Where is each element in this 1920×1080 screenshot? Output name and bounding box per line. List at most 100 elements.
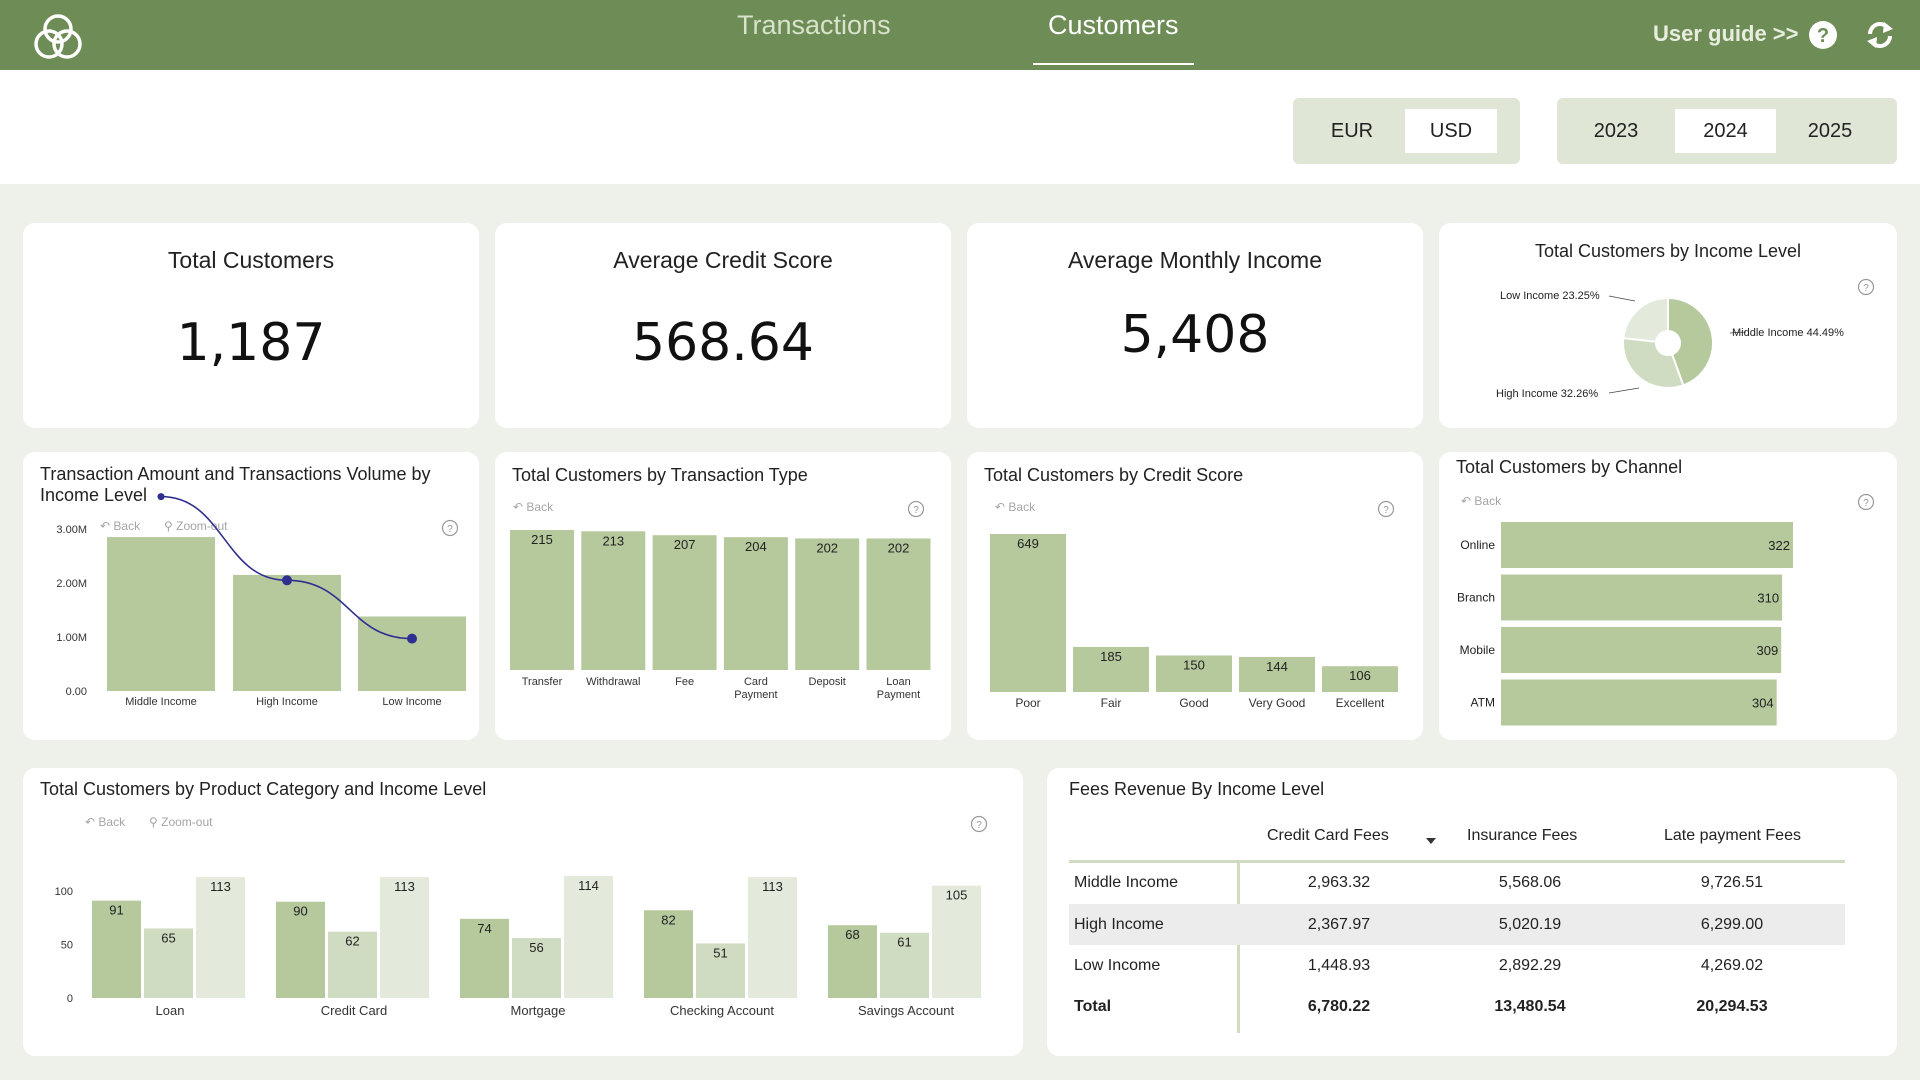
zoom-out-label: Zoom-out bbox=[176, 519, 228, 533]
total-cell: 13,480.54 bbox=[1494, 998, 1566, 1015]
row-label: Middle Income bbox=[1074, 874, 1179, 891]
data-label: 114 bbox=[578, 878, 599, 893]
data-label: 74 bbox=[477, 921, 491, 936]
pie-slice-high-income bbox=[1622, 336, 1685, 389]
y-tick-label: 100 bbox=[55, 886, 73, 898]
bar-branch bbox=[1501, 574, 1783, 621]
header-divider bbox=[1069, 860, 1845, 863]
data-label: 56 bbox=[529, 940, 543, 955]
kpi-value: 5,408 bbox=[1120, 305, 1270, 365]
y-tick-label: 50 bbox=[61, 940, 73, 952]
column-header-late-payment-fees[interactable]: Late payment Fees bbox=[1664, 827, 1801, 844]
data-label: 51 bbox=[713, 945, 727, 960]
row-label: Low Income bbox=[1074, 957, 1161, 974]
y-tick-label: 2.00M bbox=[56, 578, 87, 590]
y-tick-label: 0.00 bbox=[66, 686, 87, 698]
bar-card-payment bbox=[723, 537, 788, 670]
bar-checking-account-2 bbox=[748, 877, 797, 998]
back-label: Back bbox=[98, 815, 126, 829]
line-point-high-income bbox=[282, 575, 292, 586]
kpi-title: Total Customers bbox=[167, 247, 335, 273]
chart-title: Total Customers by Credit Score bbox=[984, 465, 1244, 485]
tab-customers[interactable]: Customers bbox=[1033, 10, 1194, 65]
chart-title: Total Customers by Product Category and … bbox=[40, 779, 487, 799]
year-toggle: 2023 2024 2025 bbox=[1557, 98, 1897, 164]
y-tick-label: 1.00M bbox=[56, 632, 87, 644]
filter-bar: EUR USD 2023 2024 2025 bbox=[0, 70, 1920, 184]
bar-mobile bbox=[1501, 627, 1782, 673]
bar-transfer bbox=[510, 530, 574, 670]
data-label: 144 bbox=[1266, 659, 1288, 674]
credit-score-chart: 649 Poor 185 Fair 150 Good 144 Very Good 106 Exce… bbox=[990, 534, 1398, 710]
total-cell: 6,780.22 bbox=[1307, 998, 1371, 1015]
total-cell: 20,294.53 bbox=[1696, 998, 1768, 1015]
y-tick-label: Online bbox=[1460, 538, 1495, 552]
pie-label-high-income: High Income 32.26% bbox=[1496, 388, 1598, 400]
x-tick-label: Middle Income bbox=[125, 696, 197, 708]
zoom-out-button[interactable]: ⚲ Zoom-out bbox=[149, 815, 213, 829]
bar-credit-card-0 bbox=[276, 901, 325, 998]
top-nav-bar: Transactions Customers User guide >> ? bbox=[0, 0, 1920, 70]
help-icon[interactable]: ? bbox=[970, 815, 988, 833]
currency-option-usd[interactable]: USD bbox=[1405, 109, 1497, 153]
help-icon[interactable]: ? bbox=[907, 500, 925, 518]
bar-good bbox=[1156, 655, 1232, 692]
data-label: 150 bbox=[1183, 657, 1205, 672]
year-option-2025[interactable]: 2025 bbox=[1807, 120, 1853, 142]
trefoil-logo-icon[interactable] bbox=[28, 7, 88, 67]
refresh-icon[interactable] bbox=[1864, 19, 1896, 51]
bar-withdrawal bbox=[581, 531, 646, 670]
bar-mortgage-0 bbox=[460, 918, 509, 998]
x-tick-label: Checking Account bbox=[670, 1003, 774, 1018]
svg-text:?: ? bbox=[1383, 505, 1389, 516]
y-tick-label: ATM bbox=[1471, 696, 1495, 710]
data-label: 204 bbox=[745, 539, 767, 554]
x-tick-label: Credit Card bbox=[321, 1003, 387, 1018]
data-label: 105 bbox=[946, 888, 968, 903]
data-label: 215 bbox=[531, 532, 553, 547]
kpi-value: 568.64 bbox=[632, 313, 814, 373]
card-channel: Total Customers by Channel ↶ Back ? 322 O… bbox=[1439, 452, 1897, 740]
data-label: 202 bbox=[816, 540, 838, 555]
kpi-card-total-customers: Total Customers 1,187 bbox=[23, 223, 479, 428]
transaction-type-chart: 215Transfer213Withdrawal207Fee204CardPay… bbox=[510, 530, 931, 701]
card-fees-table: Fees Revenue By Income Level Credit Card… bbox=[1047, 768, 1897, 1056]
table-cell: 5,020.19 bbox=[1498, 916, 1562, 933]
help-icon[interactable]: ? bbox=[1808, 20, 1838, 50]
back-label: Back bbox=[1008, 500, 1036, 514]
kpi-title: Average Credit Score bbox=[613, 247, 833, 273]
bar-checking-account-1 bbox=[696, 943, 745, 998]
help-icon[interactable]: ? bbox=[1857, 278, 1875, 296]
bar-fee bbox=[652, 535, 717, 670]
data-label: 62 bbox=[345, 934, 359, 949]
line-point-low-income bbox=[407, 633, 417, 644]
back-button[interactable]: ↶ Back bbox=[513, 500, 554, 514]
year-option-2023[interactable]: 2023 bbox=[1593, 120, 1639, 142]
sort-desc-icon[interactable] bbox=[1425, 836, 1437, 846]
back-button[interactable]: ↶ Back bbox=[1461, 494, 1502, 508]
bar-loan-payment bbox=[866, 538, 931, 670]
back-button[interactable]: ↶ Back bbox=[995, 500, 1036, 514]
data-label: 91 bbox=[109, 903, 123, 918]
table-cell: 9,726.51 bbox=[1700, 874, 1764, 891]
card-transaction-type: Total Customers by Transaction Type ↶ Ba… bbox=[495, 452, 951, 740]
column-header-credit-card-fees[interactable]: Credit Card Fees bbox=[1267, 827, 1389, 844]
user-guide-link[interactable]: User guide >> bbox=[1653, 21, 1799, 46]
row-label-divider bbox=[1237, 863, 1240, 1033]
year-option-2024[interactable]: 2024 bbox=[1675, 109, 1776, 153]
help-icon[interactable]: ? bbox=[1857, 493, 1875, 511]
data-label: 213 bbox=[602, 533, 624, 548]
pie-slice-middle-income bbox=[1667, 296, 1714, 387]
column-header-insurance-fees[interactable]: Insurance Fees bbox=[1467, 827, 1578, 844]
x-tick-label: Card bbox=[744, 676, 768, 688]
zoom-out-button[interactable]: ⚲ Zoom-out bbox=[164, 519, 228, 533]
x-tick-label: Withdrawal bbox=[586, 676, 640, 688]
tab-transactions[interactable]: Transactions bbox=[737, 10, 891, 40]
currency-option-eur[interactable]: EUR bbox=[1330, 120, 1374, 142]
back-button[interactable]: ↶ Back bbox=[100, 519, 141, 533]
help-icon[interactable]: ? bbox=[441, 519, 459, 537]
y-tick-label: Mobile bbox=[1460, 643, 1496, 657]
help-icon[interactable]: ? bbox=[1377, 500, 1395, 518]
kpi-card-average-credit-score: Average Credit Score 568.64 bbox=[495, 223, 951, 428]
back-button[interactable]: ↶ Back bbox=[85, 815, 126, 829]
